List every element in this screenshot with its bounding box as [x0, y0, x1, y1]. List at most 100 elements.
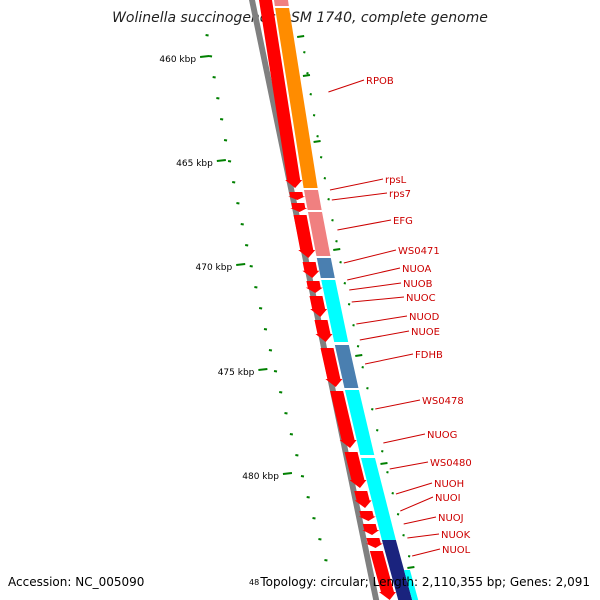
kbp-label: 475 kbp [218, 368, 255, 378]
reverse-gene-block [303, 190, 322, 210]
minor-tick [396, 513, 400, 516]
label-leader-line [351, 296, 405, 303]
major-tick [236, 263, 246, 266]
label-leader-line [389, 461, 429, 470]
minor-tick [232, 181, 236, 184]
reverse-gene-block [381, 540, 413, 600]
label-leader-line [400, 496, 434, 512]
minor-tick [323, 177, 327, 180]
reverse-gene-block [334, 345, 359, 388]
gene-label: NUOE [411, 327, 440, 338]
kbp-label: 470 kbp [196, 263, 233, 273]
minor-tick [386, 471, 389, 474]
minor-tick [407, 555, 411, 558]
minor-tick [361, 366, 364, 369]
gene-label: NUOJ [438, 513, 464, 524]
minor-tick [216, 97, 220, 100]
gene-label: WS0478 [422, 396, 464, 407]
forward-gene-arrow [293, 215, 316, 258]
minor-tick [208, 55, 213, 58]
minor-tick [375, 429, 379, 432]
minor-tick [254, 286, 258, 289]
kbp-ticks: 460 kbp 465 kbp 470 kbp 475 kbp 480 kbp [159, 34, 415, 569]
minor-tick [303, 51, 306, 54]
minor-tick [219, 118, 224, 121]
kbp-label: 460 kbp [159, 55, 196, 65]
gene-label: rpsL [385, 175, 407, 186]
label-leader-line [329, 178, 384, 191]
minor-tick [309, 93, 312, 96]
minor-tick [249, 265, 253, 268]
gene-label: NUOL [442, 545, 471, 556]
gene-label: NUOD [409, 312, 440, 323]
topology-text: Topology: circular; Length: 2,110,355 bp… [260, 575, 590, 589]
reverse-gene-block [316, 258, 335, 278]
minor-tick [245, 244, 249, 247]
reverse-gene-block [344, 390, 375, 455]
major-tick [380, 462, 388, 465]
gene-label: NUOA [402, 264, 431, 275]
major-tick [199, 55, 210, 58]
minor-tick [279, 391, 283, 394]
minor-tick [306, 496, 310, 499]
minor-tick [273, 370, 278, 373]
minor-tick [316, 135, 319, 138]
forward-gene-arrow [309, 296, 328, 317]
minor-tick [312, 114, 316, 117]
forward-gene-arrow [362, 524, 380, 535]
accession-text: Accession: NC_005090 [8, 575, 145, 589]
label-leader-line [407, 533, 440, 539]
label-leader-line [395, 482, 433, 495]
minor-tick [318, 538, 322, 541]
minor-tick [289, 433, 294, 436]
major-tick [297, 35, 305, 38]
major-tick [407, 566, 415, 569]
label-leader-line [383, 433, 426, 444]
forward-gene-arrow [290, 203, 308, 212]
major-tick [258, 368, 268, 371]
minor-tick [227, 160, 232, 163]
major-tick [333, 248, 341, 251]
forward-gene-arrow [354, 491, 372, 508]
minor-tick [339, 261, 342, 264]
gene-label: rps7 [389, 189, 411, 200]
forward-gene-arrow [259, 0, 303, 188]
major-tick [302, 74, 311, 77]
label-leader-line [364, 353, 414, 365]
minor-tick [347, 303, 351, 306]
gene-label: FDHB [415, 350, 443, 361]
minor-tick [312, 517, 316, 520]
gene-label: NUOB [403, 279, 433, 290]
minor-tick [352, 324, 355, 327]
minor-tick [324, 559, 328, 562]
cut-off-label: 48 [249, 578, 260, 587]
gene-label: NUOH [434, 479, 464, 490]
minor-tick [335, 240, 338, 243]
label-leader-line [375, 399, 421, 410]
minor-tick [371, 408, 374, 411]
minor-tick [236, 202, 240, 205]
minor-tick [258, 307, 263, 310]
minor-tick [205, 34, 209, 37]
minor-tick [356, 345, 360, 348]
minor-tick [381, 450, 384, 453]
gene-label: NUOC [406, 293, 436, 304]
forward-gene-arrow [369, 551, 396, 600]
reverse-gene-block [321, 280, 349, 342]
minor-tick [295, 454, 299, 457]
forward-gene-arrow [365, 538, 383, 548]
forward-gene-arrow [305, 281, 323, 293]
label-leader-line [337, 219, 392, 231]
reverse-gene-block [275, 8, 318, 188]
minor-tick [212, 76, 216, 79]
minor-tick [240, 223, 244, 226]
reverse-gene-block [308, 212, 331, 256]
minor-tick [300, 475, 305, 478]
label-leader-line [412, 548, 441, 557]
major-tick [313, 140, 321, 143]
kbp-label: 465 kbp [176, 159, 213, 169]
minor-tick [391, 492, 394, 495]
gene-label: EFG [393, 216, 413, 227]
label-leader-line [349, 282, 402, 291]
